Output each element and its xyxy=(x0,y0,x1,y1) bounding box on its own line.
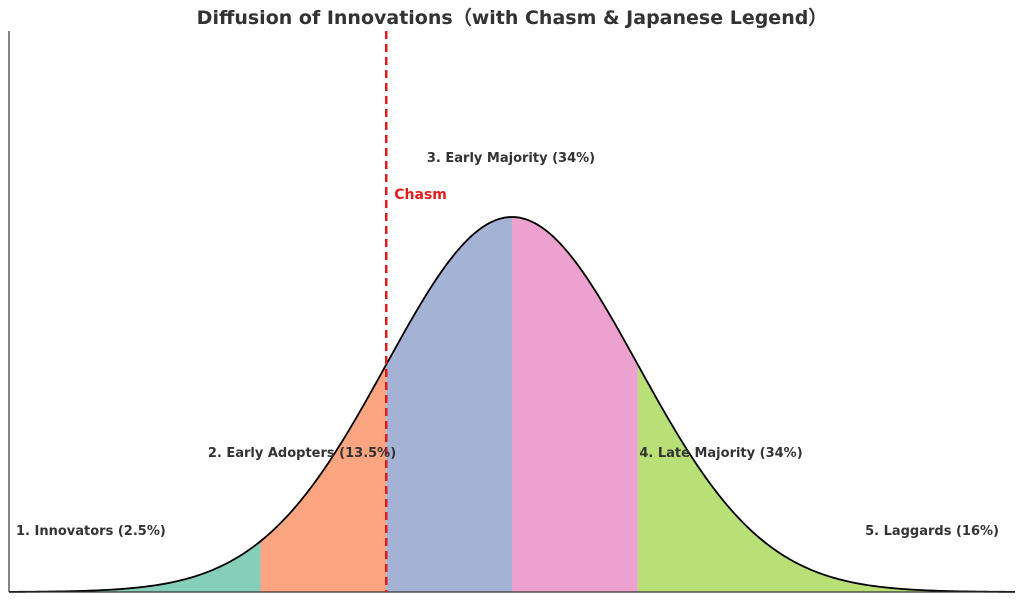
segment-labels: 1. Innovators (2.5%) 2. Early Adopters (1… xyxy=(16,151,999,539)
segment-area-1-innovators-2-5 xyxy=(9,541,261,592)
segment-label-2-early-adopters-13-5: 2. Early Adopters (13.5%) xyxy=(208,446,396,461)
chart-title: Diffusion of Innovations（with Chasm & Ja… xyxy=(197,6,828,29)
segment-label-3-early-majority-34: 3. Early Majority (34%) xyxy=(427,151,595,166)
segment-area-3-early-majority-34 xyxy=(386,217,512,592)
chasm-label: Chasm xyxy=(394,187,447,203)
bell-curve-line xyxy=(8,216,1016,593)
segment-areas xyxy=(9,217,1015,592)
segment-label-4-late-majority-34: 4. Late Majority (34%) xyxy=(639,446,802,461)
segment-area-5-laggards-16 xyxy=(637,364,1015,592)
segment-area-4-late-majority-34 xyxy=(512,217,638,592)
segment-label-1-innovators-2-5: 1. Innovators (2.5%) xyxy=(16,524,166,539)
segment-label-5-laggards-16: 5. Laggards (16%) xyxy=(865,524,999,539)
bell-curve-layer xyxy=(8,216,1016,593)
axes xyxy=(8,31,1015,593)
chasm-marker: Chasm xyxy=(385,31,447,592)
